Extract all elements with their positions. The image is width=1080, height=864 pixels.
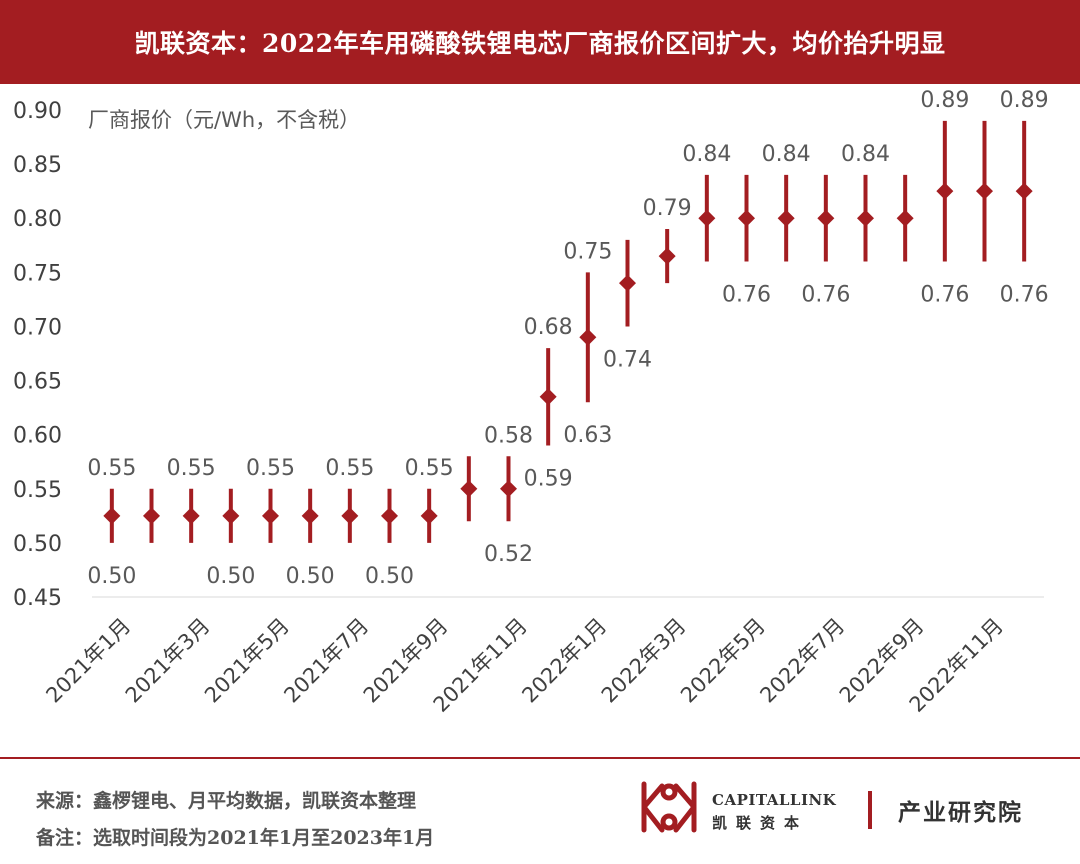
x-tick-label: 2022年7月 [755, 614, 849, 708]
low-price-label: 0.50 [87, 564, 136, 589]
x-tick-label: 2021年3月 [121, 614, 215, 708]
x-tick-label: 2021年1月 [41, 614, 135, 708]
x-tick-label: 2021年7月 [279, 614, 373, 708]
y-tick-label: 0.75 [13, 261, 62, 286]
y-tick-label: 0.85 [13, 153, 62, 178]
average-price-marker [143, 507, 160, 525]
brand-separator [868, 791, 872, 829]
high-price-label: 0.79 [643, 196, 692, 221]
high-price-label: 0.75 [563, 239, 612, 264]
average-price-marker [381, 507, 398, 525]
brand-name-cn: 凯联资本 [712, 814, 809, 832]
chart-title-banner: 凯联资本：2022年车用磷酸铁锂电芯厂商报价区间扩大，均价抬升明显 [0, 0, 1080, 84]
average-price-marker [777, 209, 795, 227]
brand-block: CAPITALLINK 凯联资本 产业研究院 [636, 774, 1056, 840]
low-price-label: 0.50 [206, 564, 255, 589]
chart-title: 凯联资本：2022年车用磷酸铁锂电芯厂商报价区间扩大，均价抬升明显 [134, 29, 946, 58]
high-price-label: 0.84 [762, 142, 811, 167]
range-chart: 厂商报价（元/Wh，不含税） 0.90 0.85 0.80 0.75 0.70 0.65 0… [13, 88, 1049, 717]
average-price-marker [936, 182, 954, 200]
high-price-label: 0.55 [87, 456, 136, 481]
high-price-label: 0.89 [1000, 88, 1049, 113]
average-price-marker [817, 209, 835, 227]
high-price-label: 0.58 [484, 423, 533, 448]
brand-department: 产业研究院 [898, 799, 1023, 826]
high-price-label: 0.84 [682, 142, 731, 167]
average-price-marker [301, 507, 319, 525]
low-price-label: 0.76 [801, 283, 850, 308]
y-tick-label: 0.70 [13, 315, 62, 340]
source-note: 来源：鑫椤锂电、月平均数据，凯联资本整理 [36, 790, 417, 812]
average-price-marker [222, 507, 240, 525]
capitallink-logo-icon [641, 781, 697, 833]
high-price-label: 0.55 [167, 456, 216, 481]
average-price-marker [658, 247, 676, 265]
average-price-marker [579, 328, 597, 346]
average-price-marker [738, 209, 755, 227]
low-price-label: 0.76 [722, 283, 771, 308]
average-price-marker [182, 507, 200, 525]
high-price-label: 0.55 [325, 456, 374, 481]
low-price-label: 0.74 [603, 347, 652, 372]
x-tick-label: 2021年5月 [200, 614, 294, 708]
y-tick-label: 0.60 [13, 424, 62, 449]
y-tick-label: 0.65 [13, 370, 62, 395]
remark-note: 备注：选取时间段为2021年1月至2023年1月 [36, 827, 435, 849]
average-price-marker [857, 209, 874, 227]
y-tick-label: 0.45 [13, 586, 62, 611]
average-price-marker [976, 182, 993, 200]
high-price-label: 0.84 [841, 142, 890, 167]
low-price-label: 0.76 [920, 283, 969, 308]
average-price-marker [698, 209, 716, 227]
average-price-marker [420, 507, 438, 525]
y-tick-label: 0.55 [13, 478, 62, 503]
average-price-marker [1015, 182, 1033, 200]
average-price-marker [262, 507, 279, 525]
average-price-marker [500, 480, 517, 498]
x-tick-label: 2022年5月 [676, 614, 770, 708]
brand-name-en: CAPITALLINK [712, 791, 837, 809]
low-price-label: 0.76 [1000, 283, 1049, 308]
low-price-label: 0.50 [286, 564, 335, 589]
average-price-marker [896, 209, 914, 227]
x-tick-label: 2022年1月 [517, 614, 611, 708]
average-price-marker [103, 507, 121, 525]
average-price-marker [539, 388, 557, 406]
average-price-marker [460, 480, 478, 498]
high-price-label: 0.55 [246, 456, 295, 481]
low-price-label: 0.59 [524, 466, 573, 491]
average-price-marker [619, 274, 636, 292]
low-price-label: 0.52 [484, 542, 533, 567]
low-price-label: 0.50 [365, 564, 414, 589]
high-price-label: 0.68 [524, 315, 573, 340]
x-tick-label: 2022年3月 [597, 614, 691, 708]
y-tick-label: 0.80 [13, 207, 62, 232]
low-price-label: 0.63 [563, 423, 612, 448]
high-price-label: 0.55 [405, 456, 454, 481]
y-tick-label: 0.90 [13, 99, 62, 124]
footer-divider [0, 757, 1080, 759]
average-price-marker [341, 507, 359, 525]
high-price-label: 0.89 [920, 88, 969, 113]
y-tick-label: 0.50 [13, 532, 62, 557]
y-axis-label: 厂商报价（元/Wh，不含税） [88, 108, 360, 132]
